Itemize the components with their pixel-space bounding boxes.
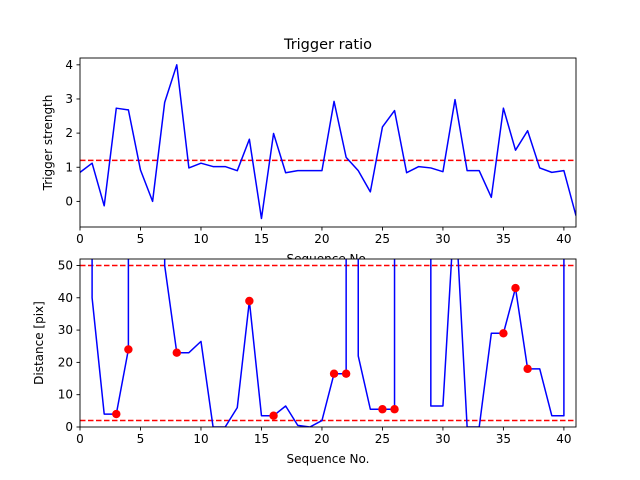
x-tick-label: 0 bbox=[76, 232, 84, 246]
x-tick-label: 35 bbox=[496, 232, 511, 246]
y-tick-label: 0 bbox=[65, 420, 73, 434]
x-tick-label: 20 bbox=[314, 232, 329, 246]
data-point bbox=[112, 409, 121, 419]
x-tick-label: 10 bbox=[193, 432, 208, 446]
plot-area bbox=[80, 64, 576, 220]
x-tick-label: 5 bbox=[137, 232, 145, 246]
x-tick-label: 20 bbox=[314, 432, 329, 446]
x-tick-label: 10 bbox=[193, 232, 208, 246]
x-axis-label: Sequence No. bbox=[287, 452, 370, 466]
x-tick-label: 15 bbox=[254, 432, 269, 446]
chart-title: Trigger ratio bbox=[283, 37, 372, 53]
x-tick-label: 15 bbox=[254, 232, 269, 246]
x-tick-label: 25 bbox=[375, 432, 390, 446]
data-point bbox=[390, 405, 399, 414]
y-axis-label: Distance [pix] bbox=[32, 301, 46, 385]
data-point bbox=[378, 405, 387, 414]
data-point bbox=[511, 283, 520, 293]
y-tick-label: 1 bbox=[65, 160, 73, 174]
series-line-1 bbox=[80, 64, 576, 220]
y-tick-label: 50 bbox=[58, 258, 73, 272]
x-tick-label: 35 bbox=[496, 432, 511, 446]
y-tick-label: 10 bbox=[58, 388, 73, 402]
axes-frame bbox=[79, 57, 577, 228]
data-point bbox=[124, 345, 133, 354]
x-tick-label: 0 bbox=[76, 432, 84, 446]
x-tick-label: 30 bbox=[435, 232, 450, 246]
chart-1: 0 5 10 15 20 25 30 35 40 0 1 2 3 4 Trigger ratio Trigge… bbox=[41, 37, 577, 246]
plot-area bbox=[80, 259, 576, 427]
data-point bbox=[499, 329, 508, 338]
y-tick-label: 40 bbox=[58, 291, 73, 305]
x-tick-label: 5 bbox=[137, 432, 145, 446]
lower-plot-background bbox=[80, 259, 576, 427]
x-tick-label: 25 bbox=[375, 232, 390, 246]
y-tick-label: 4 bbox=[65, 58, 73, 72]
x-tick-label: 30 bbox=[435, 432, 450, 446]
data-point bbox=[329, 369, 339, 378]
y-tick-label: 3 bbox=[65, 92, 73, 106]
y-tick-label: 30 bbox=[58, 323, 73, 337]
x-tick-label: 40 bbox=[556, 432, 571, 446]
x-tick-label: 40 bbox=[556, 232, 571, 246]
data-point bbox=[523, 364, 532, 374]
data-point bbox=[172, 348, 181, 357]
y-tick-label: 2 bbox=[65, 126, 73, 140]
data-point bbox=[341, 369, 351, 378]
chart-2: 0 5 10 15 20 25 30 35 40 0 10 20 30 40 50 Distance [pix… bbox=[32, 258, 577, 446]
y-axis-label: Trigger strength bbox=[41, 95, 55, 192]
axes-frame bbox=[79, 258, 577, 428]
y-tick-label: 0 bbox=[65, 194, 73, 208]
y-tick-label: 20 bbox=[58, 355, 73, 369]
data-point bbox=[245, 296, 254, 306]
data-point bbox=[269, 411, 278, 420]
